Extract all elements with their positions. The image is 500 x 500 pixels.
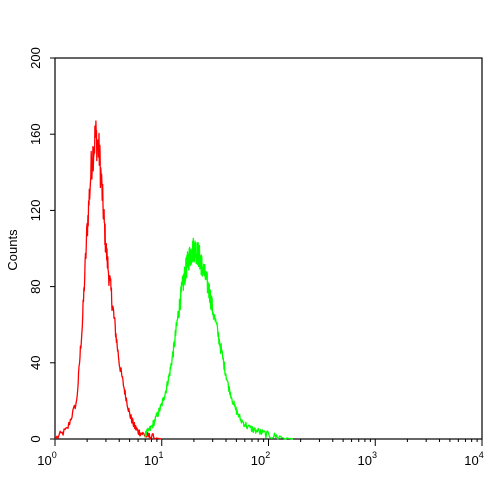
x-tick-exponent: 0: [52, 450, 57, 460]
series-2-line: [144, 237, 294, 440]
y-tick-label: 120: [28, 200, 43, 222]
x-tick-exponent: 3: [372, 450, 377, 460]
x-tick-base: 10: [358, 453, 372, 468]
x-tick-label: 101: [144, 450, 163, 468]
y-tick-label: 200: [28, 47, 43, 69]
x-tick-label: 104: [464, 450, 483, 468]
y-tick-label: 40: [28, 356, 43, 370]
y-tick-label: 80: [28, 279, 43, 293]
plot-frame: [54, 57, 483, 440]
x-tick-exponent: 1: [158, 450, 163, 460]
y-tick-label: 160: [28, 123, 43, 145]
series-1-line: [54, 120, 162, 440]
x-tick-base: 10: [144, 453, 158, 468]
y-tick-label: 0: [28, 435, 43, 442]
y-axis: 0 40 80 120 160 200: [28, 47, 55, 443]
x-tick-exponent: 2: [265, 450, 270, 460]
y-axis-title: Counts: [5, 229, 20, 271]
x-tick-base: 10: [37, 453, 51, 468]
x-tick-label: 103: [358, 450, 377, 468]
x-tick-base: 10: [251, 453, 265, 468]
x-tick-exponent: 4: [479, 450, 484, 460]
x-tick-label: 102: [251, 450, 270, 468]
x-tick-base: 10: [464, 453, 478, 468]
x-tick-label: 100: [37, 450, 56, 468]
x-axis: 100 101 102 103 104: [37, 439, 484, 468]
series-group: [54, 120, 294, 440]
